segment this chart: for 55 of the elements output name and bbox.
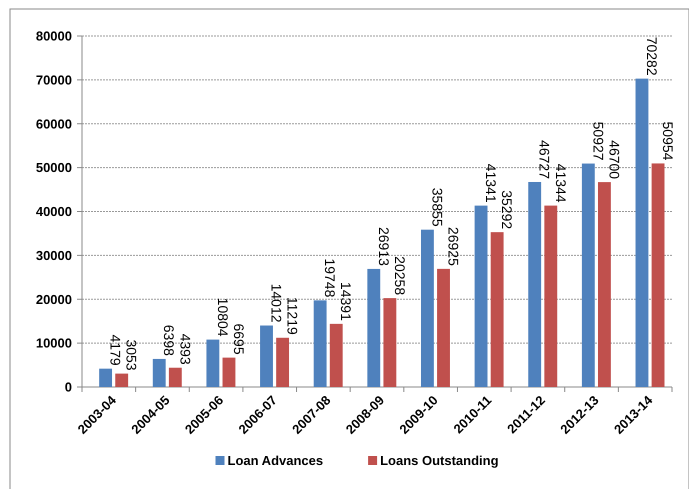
bar <box>437 268 450 387</box>
bar <box>168 368 182 387</box>
data-label: 26925 <box>446 226 462 266</box>
data-label: 35855 <box>429 188 446 227</box>
data-label: 19748 <box>322 258 338 298</box>
y-tick-label: 20000 <box>36 292 72 307</box>
data-label: 41341 <box>483 164 500 203</box>
bar <box>260 326 273 387</box>
data-label: 46700 <box>606 140 622 180</box>
bar <box>598 182 611 387</box>
data-label: 14391 <box>338 282 354 322</box>
data-label: 10804 <box>214 298 231 337</box>
bar <box>582 164 595 387</box>
bar <box>490 232 504 387</box>
data-label: 11219 <box>284 296 301 335</box>
y-tick-label: 50000 <box>36 160 72 176</box>
bar <box>474 206 488 387</box>
data-label: 50927 <box>590 122 606 161</box>
y-tick-label: 10000 <box>36 336 72 351</box>
data-label: 46727 <box>536 140 553 180</box>
legend-label: Loan Advances <box>228 453 324 468</box>
bar <box>420 230 434 387</box>
data-label: 6695 <box>230 323 247 355</box>
data-label: 35292 <box>499 190 516 230</box>
bar <box>314 300 327 387</box>
bar <box>544 206 558 387</box>
y-tick-label: 0 <box>64 380 72 395</box>
data-label: 70282 <box>644 36 660 76</box>
y-tick-label: 30000 <box>36 248 72 263</box>
bar <box>115 374 128 387</box>
y-tick-label: 80000 <box>36 28 72 44</box>
bar <box>152 358 166 387</box>
bar <box>99 368 112 387</box>
data-label: 50954 <box>660 122 676 161</box>
data-label: 26913 <box>376 226 392 266</box>
data-label: 4179 <box>108 334 124 366</box>
y-tick-label: 70000 <box>36 72 72 88</box>
bar <box>367 268 380 387</box>
bar <box>330 324 343 387</box>
bar <box>652 163 664 387</box>
bar <box>528 182 542 387</box>
data-label: 20258 <box>392 256 408 296</box>
y-tick-label: 60000 <box>36 116 72 132</box>
y-tick-label: 40000 <box>36 204 72 220</box>
bar <box>206 340 220 387</box>
data-label: 6398 <box>161 324 178 356</box>
data-label: 3053 <box>124 339 140 371</box>
legend-label: Loans Outstanding <box>380 453 499 468</box>
bar <box>276 338 290 387</box>
data-label: 14012 <box>268 284 285 323</box>
bar <box>636 78 648 387</box>
bar <box>383 298 396 387</box>
bar <box>222 358 236 387</box>
data-label: 41344 <box>552 164 569 203</box>
data-label: 4393 <box>177 334 194 365</box>
